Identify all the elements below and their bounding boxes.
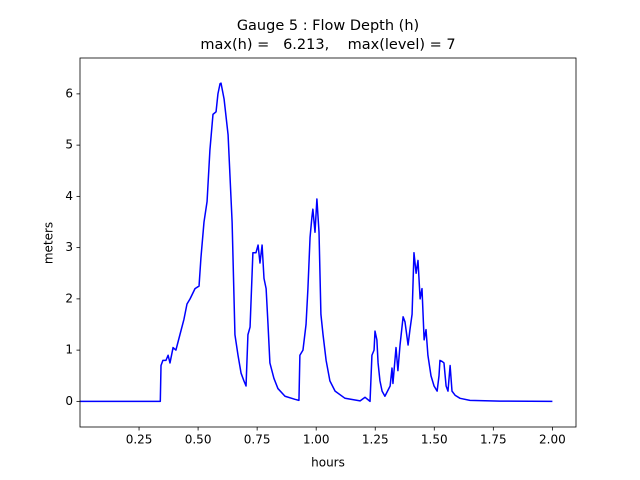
y-tick-label: 5 [65, 138, 73, 152]
y-tick-label: 6 [65, 86, 73, 100]
y-axis-label: meters [42, 222, 56, 264]
chart-title: Gauge 5 : Flow Depth (h) [237, 18, 419, 34]
x-tick-label: 1.50 [421, 433, 448, 447]
x-tick-label: 1.00 [303, 433, 330, 447]
y-tick-label: 1 [65, 343, 73, 357]
x-axis-label: hours [311, 456, 345, 470]
plot-frame [79, 57, 577, 428]
y-tick-label: 2 [65, 291, 73, 305]
y-tick-label: 0 [65, 394, 73, 408]
x-tick-label: 0.25 [126, 433, 153, 447]
y-tick-label: 4 [65, 189, 73, 203]
x-tick-label: 0.75 [244, 433, 271, 447]
data-line [80, 82, 553, 403]
chart-subtitle: max(h) = 6.213, max(level) = 7 [200, 37, 455, 53]
x-tick-label: 0.50 [185, 433, 212, 447]
x-tick-label: 2.00 [539, 433, 566, 447]
x-tick-label: 1.25 [362, 433, 389, 447]
x-tick-label: 1.75 [480, 433, 507, 447]
y-tick-label: 3 [65, 240, 73, 254]
